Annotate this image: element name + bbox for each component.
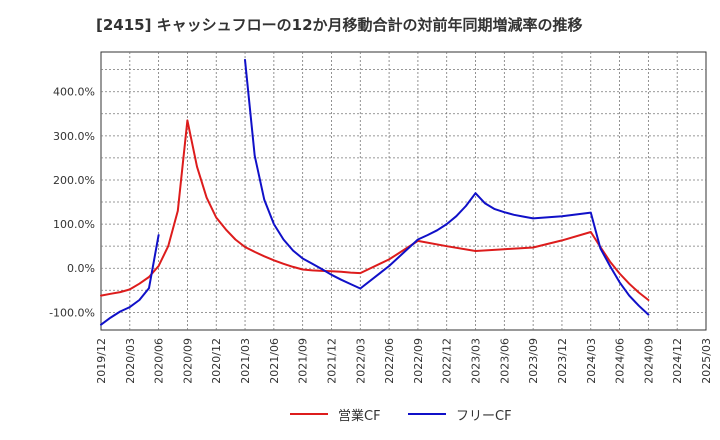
x-tick-label: 2022/06 bbox=[383, 338, 396, 384]
x-tick-label: 2025/03 bbox=[700, 338, 713, 384]
plot-area bbox=[100, 51, 707, 331]
x-tick-label: 2022/12 bbox=[441, 338, 454, 384]
y-tick-label: 200.0% bbox=[53, 174, 95, 187]
x-tick-label: 2022/03 bbox=[354, 338, 367, 384]
x-tick-label: 2021/03 bbox=[239, 338, 252, 384]
x-tick-label: 2021/09 bbox=[297, 338, 310, 384]
x-tick-label: 2024/03 bbox=[585, 338, 598, 384]
x-tick-label: 2023/06 bbox=[498, 338, 511, 384]
x-tick-label: 2020/03 bbox=[124, 338, 137, 384]
legend-item-operating-cf: 営業CF bbox=[290, 402, 381, 426]
y-tick-label: 400.0% bbox=[53, 86, 95, 99]
x-tick-label: 2024/06 bbox=[614, 338, 627, 384]
x-tick-label: 2023/03 bbox=[470, 338, 483, 384]
y-tick-label: 100.0% bbox=[53, 218, 95, 231]
x-tick-label: 2024/12 bbox=[671, 338, 684, 384]
x-tick-label: 2023/09 bbox=[527, 338, 540, 384]
x-tick-label: 2019/12 bbox=[95, 338, 108, 384]
y-tick-label: 0.0% bbox=[67, 262, 95, 275]
x-tick-label: 2020/06 bbox=[153, 338, 166, 384]
chart-title: [2415] キャッシュフローの12か月移動合計の対前年同期増減率の推移 bbox=[96, 16, 583, 34]
legend-label-operating-cf: 営業CF bbox=[338, 408, 381, 424]
y-tick-label: -100.0% bbox=[49, 306, 95, 319]
x-tick-label: 2023/12 bbox=[556, 338, 569, 384]
x-tick-label: 2020/12 bbox=[210, 338, 223, 384]
legend-item-free-cf: フリーCF bbox=[408, 402, 512, 426]
x-tick-label: 2021/12 bbox=[325, 338, 338, 384]
legend-label-free-cf: フリーCF bbox=[456, 408, 512, 424]
legend-line-operating-cf bbox=[290, 413, 328, 415]
x-tick-label: 2022/09 bbox=[412, 338, 425, 384]
x-tick-label: 2020/09 bbox=[181, 338, 194, 384]
x-tick-label: 2021/06 bbox=[268, 338, 281, 384]
series-line-free-cf bbox=[244, 58, 650, 316]
legend-line-free-cf bbox=[408, 413, 446, 415]
series-line-free-cf bbox=[100, 234, 160, 326]
x-tick-label: 2024/09 bbox=[642, 338, 655, 384]
legend: 営業CF フリーCF bbox=[0, 402, 720, 426]
series-line-operating-cf bbox=[100, 119, 650, 301]
y-tick-label: 300.0% bbox=[53, 130, 95, 143]
